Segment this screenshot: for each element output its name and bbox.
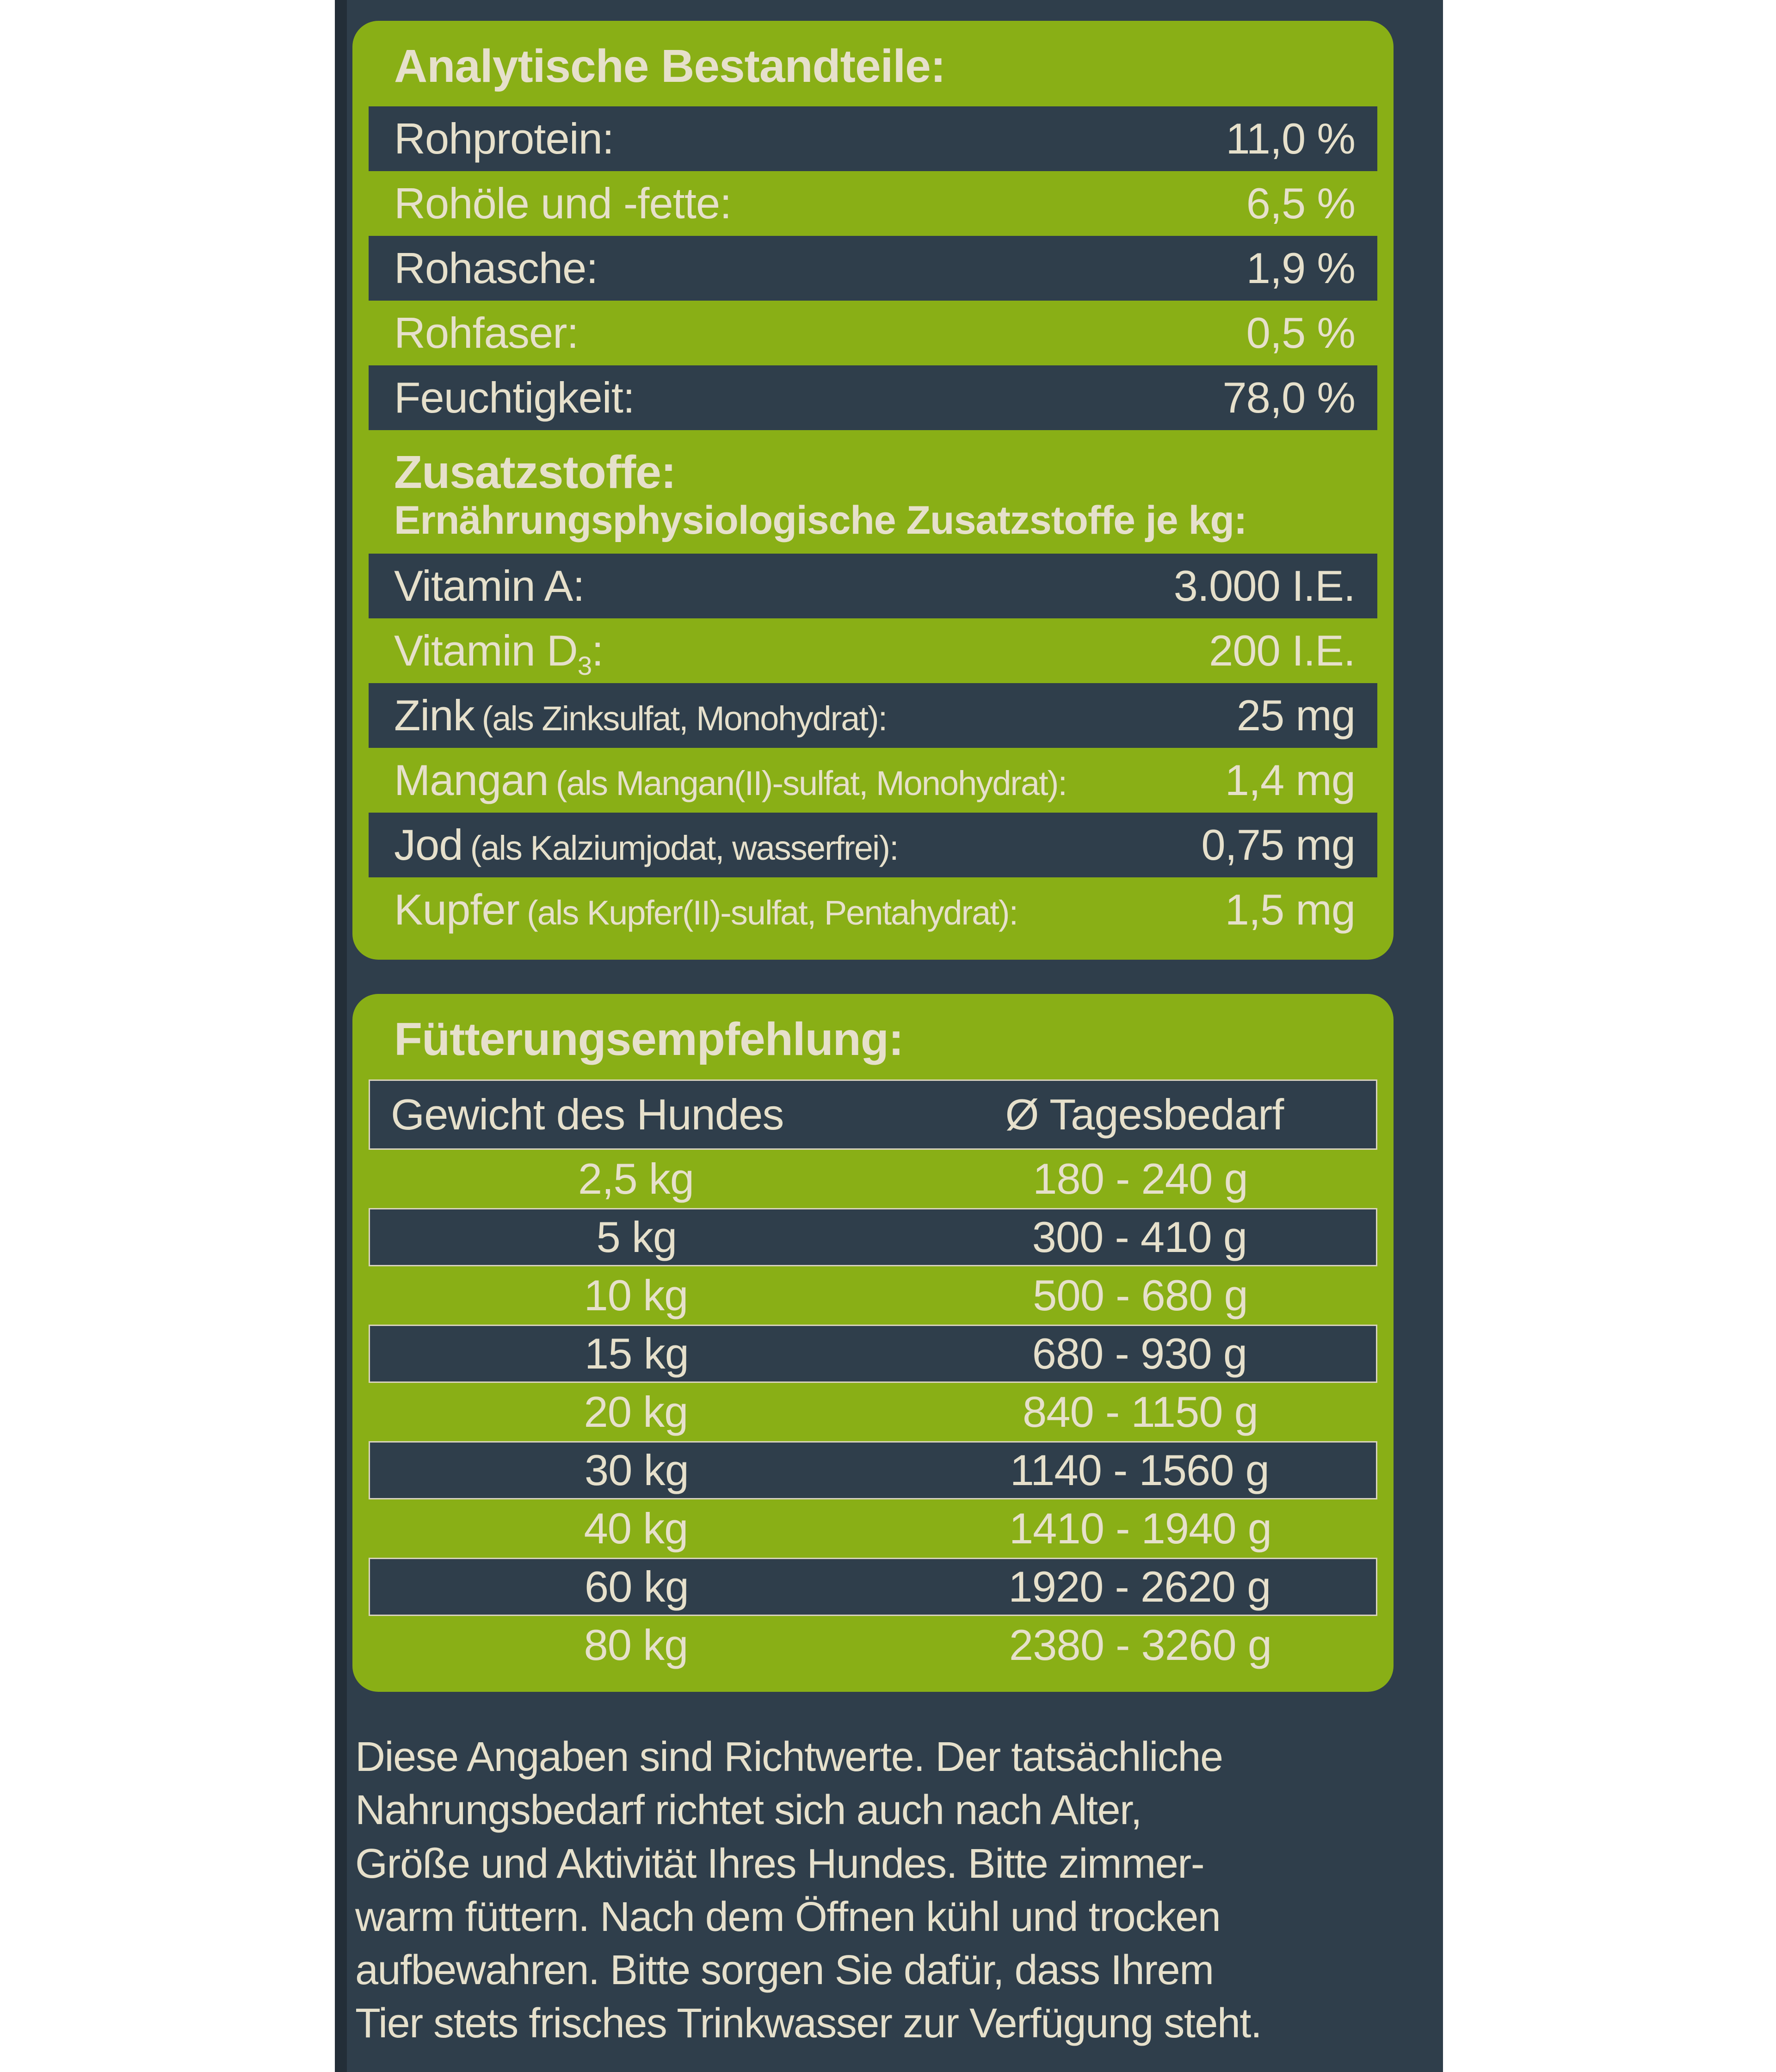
row-value: 0,75 mg	[1201, 820, 1356, 870]
label-background: Analytische Bestandteile: Rohprotein: 11…	[335, 0, 1443, 2072]
disclaimer-text: Diese Angaben sind Richtwerte. Der tatsä…	[355, 1734, 1262, 2047]
amount-cell: 2380 - 3260 g	[1009, 1621, 1272, 1670]
column-header-weight: Gewicht des Hundes	[391, 1090, 784, 1139]
table-row: 15 kg 680 - 930 g	[369, 1325, 1377, 1383]
feeding-table: Gewicht des Hundes Ø Tagesbedarf 2,5 kg …	[369, 1079, 1377, 1674]
amount-cell: 1410 - 1940 g	[1009, 1504, 1272, 1553]
table-row: Rohfaser: 0,5 %	[369, 301, 1377, 365]
row-label: Rohasche:	[394, 244, 598, 292]
weight-cell: 30 kg	[584, 1446, 689, 1495]
row-label-detail: (als Zinksulfat, Monohydrat):	[481, 699, 888, 738]
row-value: 200 I.E.	[1209, 626, 1356, 675]
table-row: 60 kg 1920 - 2620 g	[369, 1558, 1377, 1616]
table-row: 5 kg 300 - 410 g	[369, 1208, 1377, 1267]
table-row: Zink (als Zinksulfat, Monohydrat): 25 mg	[369, 683, 1377, 748]
amount-cell: 840 - 1150 g	[1023, 1388, 1258, 1437]
row-value: 6,5 %	[1246, 179, 1356, 228]
row-label: Kupfer (als Kupfer(II)-sulfat, Pentahydra…	[394, 885, 1018, 934]
amount-cell: 680 - 930 g	[1032, 1329, 1248, 1378]
weight-cell: 5 kg	[596, 1213, 678, 1262]
row-label: Feuchtigkeit:	[394, 373, 635, 422]
row-value: 11,0 %	[1226, 114, 1356, 163]
row-label-detail: (als Kupfer(II)-sulfat, Pentahydrat):	[526, 894, 1018, 932]
table-row: 20 kg 840 - 1150 g	[369, 1383, 1377, 1441]
weight-cell: 15 kg	[584, 1329, 689, 1378]
row-label: Zink (als Zinksulfat, Monohydrat):	[394, 691, 888, 740]
amount-cell: 1920 - 2620 g	[1008, 1562, 1271, 1611]
additives-subheading: Ernährungsphysiologische Zusatzstoffe je…	[394, 498, 1247, 543]
table-row: Kupfer (als Kupfer(II)-sulfat, Pentahydra…	[369, 877, 1377, 942]
table-row: 80 kg 2380 - 3260 g	[369, 1616, 1377, 1674]
weight-cell: 80 kg	[584, 1621, 688, 1670]
row-label: Rohöle und -fette:	[394, 179, 732, 228]
table-row: Jod (als Kalziumjodat, wasserfrei): 0,75 …	[369, 813, 1377, 878]
row-value: 1,5 mg	[1225, 885, 1356, 934]
weight-cell: 2,5 kg	[578, 1154, 694, 1203]
row-label: Rohprotein:	[394, 114, 614, 163]
table-row: Rohöle und -fette: 6,5 %	[369, 171, 1377, 236]
weight-cell: 10 kg	[584, 1271, 688, 1320]
amount-cell: 300 - 410 g	[1032, 1213, 1248, 1262]
analytical-rows: Rohprotein: 11,0 % Rohöle und -fette: 6,…	[369, 106, 1377, 430]
row-label: Vitamin D3:	[394, 626, 604, 680]
row-value: 1,4 mg	[1225, 756, 1356, 805]
weight-cell: 20 kg	[584, 1388, 688, 1437]
row-label: Jod (als Kalziumjodat, wasserfrei):	[394, 820, 899, 870]
table-row: Rohasche: 1,9 %	[369, 236, 1377, 301]
table-row: Vitamin A: 3.000 I.E.	[369, 554, 1377, 619]
label-left-edge	[335, 0, 347, 2072]
row-label: Rohfaser:	[394, 308, 579, 357]
table-row: Feuchtigkeit: 78,0 %	[369, 365, 1377, 430]
table-row: Vitamin D3: 200 I.E.	[369, 618, 1377, 683]
weight-cell: 40 kg	[584, 1504, 688, 1553]
table-row: 40 kg 1410 - 1940 g	[369, 1499, 1377, 1558]
row-value: 0,5 %	[1246, 308, 1356, 357]
row-label-detail: (als Kalziumjodat, wasserfrei):	[470, 829, 899, 868]
additives-heading: Zusatzstoffe:	[394, 446, 676, 498]
amount-cell: 1140 - 1560 g	[1010, 1446, 1270, 1495]
row-value: 25 mg	[1236, 691, 1356, 740]
column-header-daily: Ø Tagesbedarf	[1005, 1090, 1284, 1139]
feeding-heading: Fütterungsempfehlung:	[394, 1013, 904, 1066]
row-value: 78,0 %	[1222, 373, 1356, 422]
table-row: 30 kg 1140 - 1560 g	[369, 1441, 1377, 1500]
amount-cell: 180 - 240 g	[1033, 1154, 1248, 1203]
analytical-heading: Analytische Bestandteile:	[394, 40, 946, 92]
analytical-panel: Analytische Bestandteile: Rohprotein: 11…	[352, 21, 1394, 960]
row-value: 3.000 I.E.	[1173, 561, 1356, 610]
row-label-detail: (als Mangan(II)-sulfat, Monohydrat):	[555, 764, 1067, 803]
table-row: Rohprotein: 11,0 %	[369, 106, 1377, 171]
table-row: 10 kg 500 - 680 g	[369, 1266, 1377, 1325]
feeding-table-header: Gewicht des Hundes Ø Tagesbedarf	[369, 1079, 1377, 1150]
table-row: Mangan (als Mangan(II)-sulfat, Monohydrat…	[369, 748, 1377, 813]
table-row: 2,5 kg 180 - 240 g	[369, 1150, 1377, 1208]
row-label: Vitamin A:	[394, 561, 585, 610]
weight-cell: 60 kg	[584, 1562, 689, 1611]
feeding-panel: Fütterungsempfehlung: Gewicht des Hundes…	[352, 994, 1394, 1692]
amount-cell: 500 - 680 g	[1033, 1271, 1248, 1320]
additives-rows: Vitamin A: 3.000 I.E. Vitamin D3: 200 I.…	[369, 554, 1377, 942]
row-label: Mangan (als Mangan(II)-sulfat, Monohydrat…	[394, 756, 1067, 805]
row-value: 1,9 %	[1246, 244, 1356, 292]
